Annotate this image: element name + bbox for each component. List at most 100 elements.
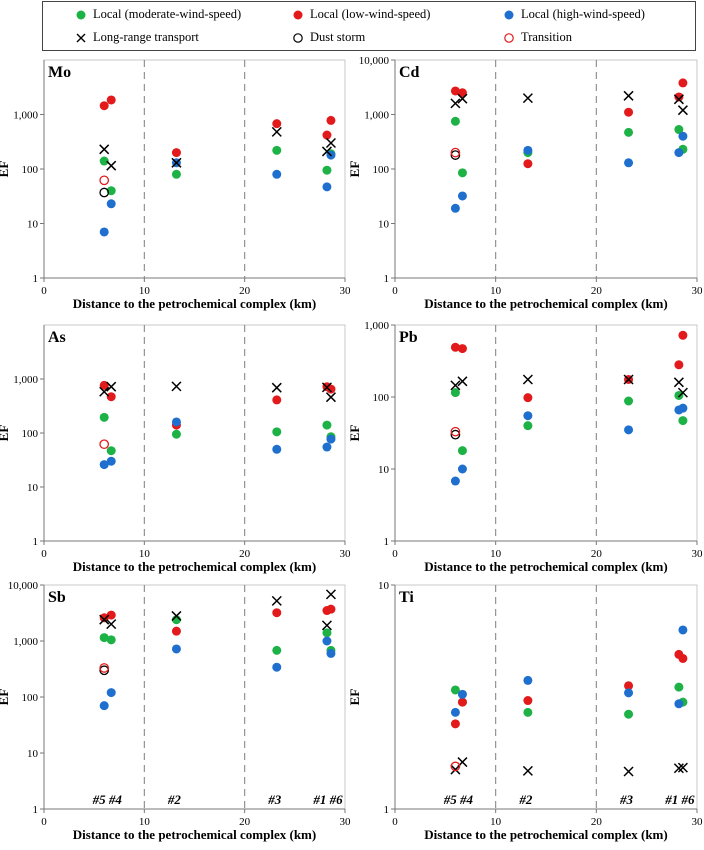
y-tick-label: 1: [33, 536, 39, 548]
point-low: [674, 360, 684, 370]
y-tick-label: 100: [373, 392, 390, 404]
point-lrt: [271, 382, 282, 393]
plot-frame: [394, 59, 698, 279]
site-label: #3: [619, 792, 634, 807]
y-axis-label: EF: [347, 425, 362, 442]
site-label: #1 #6: [664, 792, 695, 807]
point-lrt: [522, 374, 533, 385]
point-moderate: [674, 125, 684, 135]
point-low: [678, 330, 688, 340]
point-high: [678, 131, 688, 141]
y-tick-label: 1,000: [13, 110, 38, 122]
green-dot-icon: [73, 9, 89, 21]
point-lrt: [673, 763, 684, 774]
point-moderate: [322, 420, 332, 430]
panel-title: Ti: [399, 589, 414, 606]
point-lrt: [271, 595, 282, 606]
legend-item-low: Local (low-wind-speed): [290, 7, 430, 22]
legend-label: Dust storm: [310, 30, 366, 44]
legend-label: Local (moderate-wind-speed): [93, 7, 242, 21]
point-transition: [99, 175, 110, 186]
blue-dot-icon: [501, 9, 517, 21]
point-moderate: [523, 707, 533, 717]
y-tick-label: 1: [33, 273, 39, 285]
point-lrt: [325, 137, 336, 149]
point-lrt: [457, 376, 468, 387]
point-lrt: [321, 146, 332, 157]
x-tick-label: 0: [392, 816, 398, 828]
point-high: [322, 636, 332, 646]
point-low: [106, 95, 116, 105]
x-axis-label: Distance to the petrochemical complex (k…: [424, 296, 667, 311]
point-lrt: [171, 157, 182, 168]
point-moderate: [322, 165, 332, 175]
y-tick-label: 10: [27, 219, 39, 231]
point-moderate: [99, 412, 109, 422]
y-tick-label: 1,000: [13, 374, 38, 386]
point-high: [322, 442, 332, 452]
point-low: [99, 101, 109, 111]
point-low: [457, 88, 467, 98]
red-ring-icon: [501, 32, 517, 44]
point-high: [106, 688, 116, 698]
point-high: [624, 158, 634, 168]
y-tick-label: 10: [378, 219, 390, 231]
point-moderate: [674, 682, 684, 692]
x-tick-label: 20: [591, 285, 603, 297]
y-tick-label: 100: [22, 164, 39, 176]
x-tick-label: 0: [392, 548, 398, 560]
x-axis-label: Distance to the petrochemical complex (k…: [424, 559, 667, 574]
point-moderate: [450, 685, 460, 695]
black-ring-icon: [290, 32, 306, 44]
point-moderate: [272, 427, 282, 437]
point-dust: [99, 187, 110, 198]
point-moderate: [171, 429, 181, 439]
point-high: [523, 411, 533, 421]
site-label: #5 #4: [443, 792, 474, 807]
legend-item-moderate: Local (moderate-wind-speed): [73, 7, 241, 22]
point-low: [322, 130, 332, 140]
point-low: [326, 384, 336, 394]
y-tick-label: 10,000: [359, 55, 390, 67]
point-lrt: [457, 93, 468, 104]
x-tick-label: 30: [340, 816, 352, 828]
plot-frame: [394, 584, 698, 810]
point-low: [624, 107, 634, 117]
point-high: [624, 425, 634, 435]
point-lrt: [106, 381, 117, 392]
point-high: [171, 644, 181, 654]
y-tick-label: 100: [22, 692, 39, 704]
y-tick-label: 1: [384, 536, 390, 548]
point-lrt: [673, 377, 684, 388]
x-tick-label: 30: [340, 548, 352, 560]
plot-frame: [43, 584, 346, 810]
point-low: [171, 626, 181, 636]
point-low: [106, 610, 116, 620]
point-high: [450, 707, 460, 717]
point-moderate: [106, 635, 116, 645]
point-low: [523, 159, 533, 169]
panel-sb: 1 10 100 1,000 10,000 0 10 20 30 Distance to the …: [0, 580, 351, 842]
x-tick-label: 30: [340, 285, 352, 297]
panel-as: 1 10 100 1,000 0 10 20 30 Distance to the petroc…: [0, 324, 352, 574]
point-high: [272, 444, 282, 454]
point-lrt: [623, 374, 634, 385]
point-moderate: [171, 169, 181, 179]
point-moderate: [624, 396, 634, 406]
y-tick-label: 1: [384, 804, 390, 816]
point-high: [450, 476, 460, 486]
point-high: [99, 227, 109, 237]
point-moderate: [450, 388, 460, 398]
point-high: [272, 662, 282, 672]
y-tick-label: 1,000: [13, 636, 38, 648]
point-moderate: [457, 446, 467, 456]
point-transition: [450, 761, 461, 772]
point-high: [624, 688, 634, 698]
x-tick-label: 30: [692, 548, 704, 560]
panel-title: Cd: [399, 64, 420, 81]
panel-title: Sb: [48, 589, 66, 606]
point-low: [450, 342, 460, 352]
y-tick-label: 1,000: [364, 110, 389, 122]
point-lrt: [99, 386, 110, 397]
